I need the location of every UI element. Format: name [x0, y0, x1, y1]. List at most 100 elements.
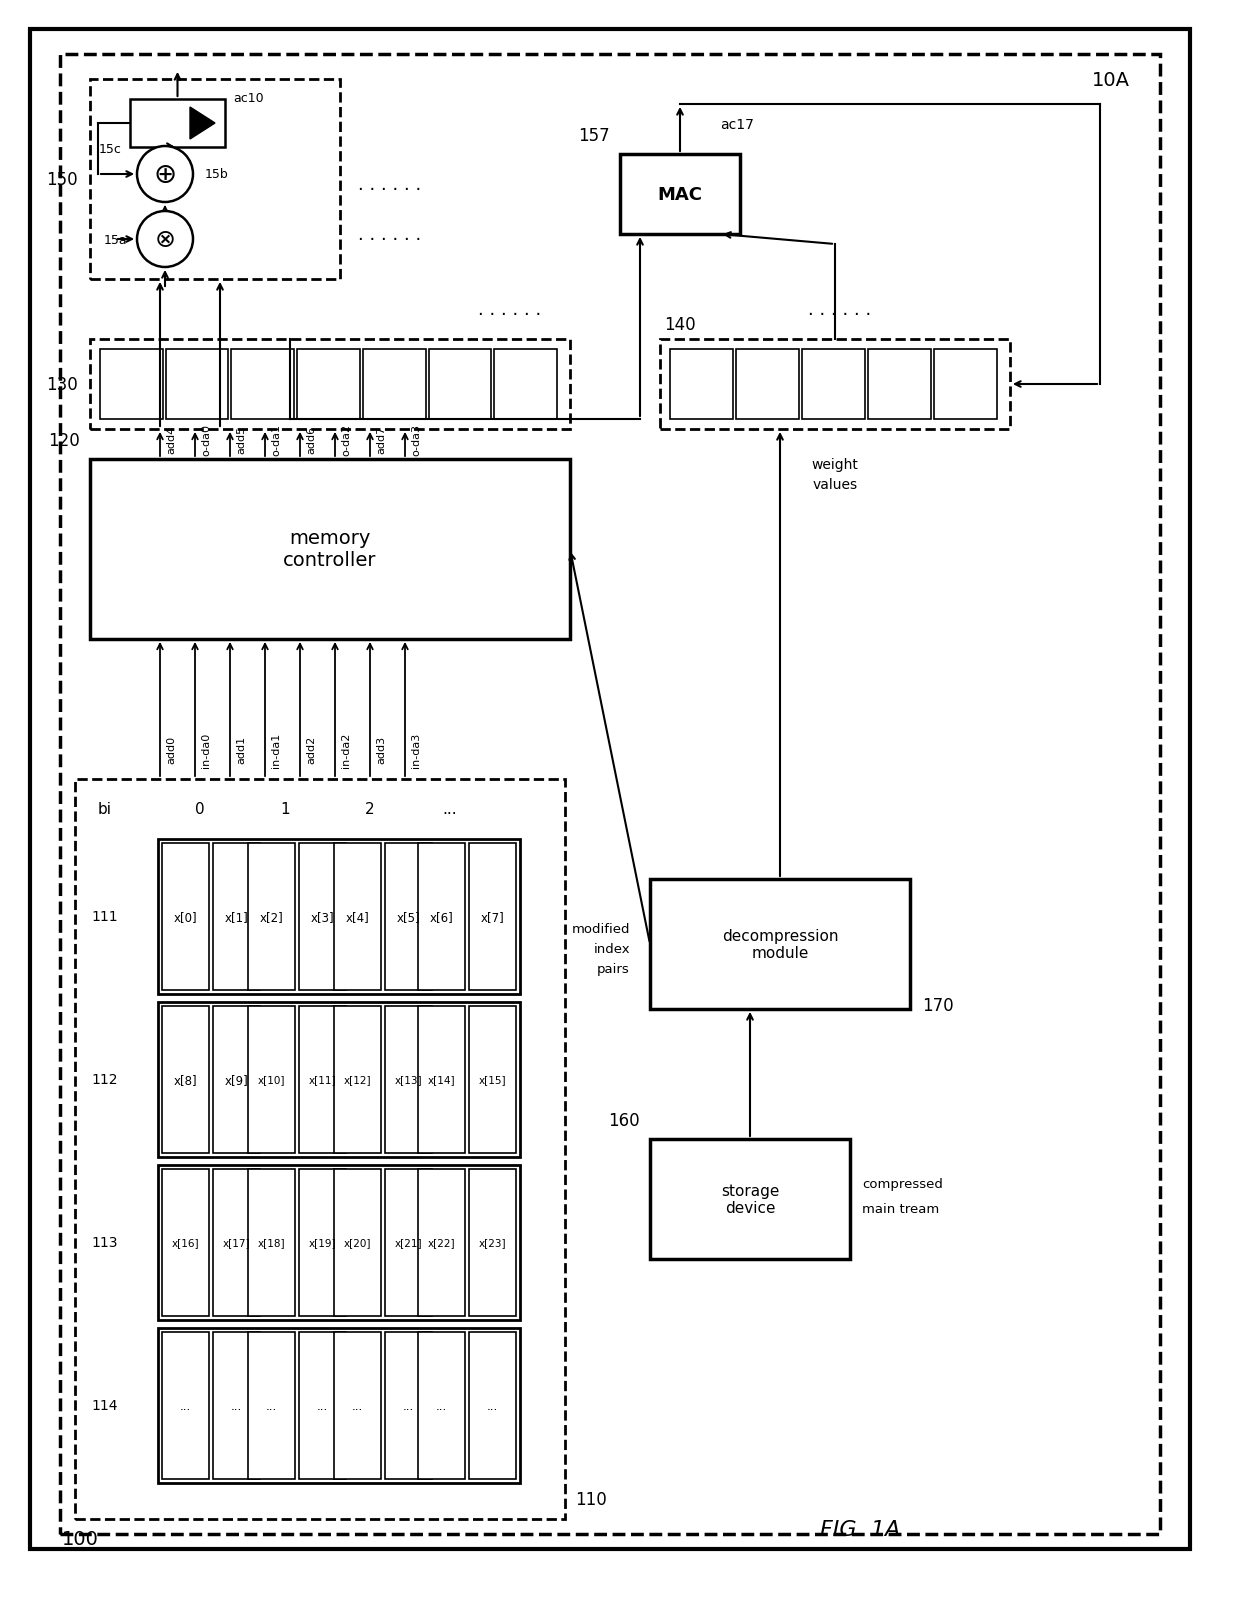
- Bar: [299, 1006, 346, 1154]
- Text: 15b: 15b: [205, 169, 228, 181]
- Bar: [162, 1006, 210, 1154]
- Bar: [334, 844, 381, 990]
- Bar: [418, 1170, 465, 1316]
- Bar: [91, 80, 340, 279]
- Text: x[22]: x[22]: [428, 1237, 455, 1247]
- Text: 111: 111: [92, 910, 118, 924]
- Text: ...: ...: [265, 1400, 277, 1412]
- Bar: [74, 780, 565, 1518]
- Text: in-da0: in-da0: [201, 732, 211, 767]
- Text: add1: add1: [236, 735, 246, 764]
- Bar: [384, 844, 432, 990]
- Text: ...: ...: [352, 1400, 363, 1412]
- Bar: [248, 1332, 295, 1480]
- Text: ...: ...: [317, 1400, 329, 1412]
- Bar: [162, 844, 210, 990]
- Bar: [650, 1140, 849, 1260]
- Text: 0: 0: [195, 802, 205, 817]
- Text: memory
controller: memory controller: [283, 530, 377, 570]
- Text: ...: ...: [231, 1400, 242, 1412]
- Bar: [418, 1332, 465, 1480]
- Text: 150: 150: [46, 170, 78, 189]
- Text: x[2]: x[2]: [259, 910, 284, 923]
- Bar: [429, 350, 491, 421]
- Bar: [384, 1332, 432, 1480]
- Text: in-da2: in-da2: [341, 732, 351, 767]
- Bar: [213, 1170, 260, 1316]
- Bar: [802, 350, 866, 421]
- Bar: [91, 340, 570, 430]
- Text: x[10]: x[10]: [258, 1075, 285, 1085]
- Bar: [334, 1332, 381, 1480]
- Bar: [334, 1006, 381, 1154]
- Bar: [620, 156, 740, 234]
- Text: add4: add4: [166, 425, 176, 454]
- Text: x[12]: x[12]: [343, 1075, 371, 1085]
- Bar: [248, 1006, 295, 1154]
- Circle shape: [136, 212, 193, 268]
- Text: x[5]: x[5]: [397, 910, 420, 923]
- Bar: [162, 1332, 210, 1480]
- Bar: [248, 1170, 295, 1316]
- Text: add7: add7: [376, 425, 386, 454]
- Text: in-da1: in-da1: [272, 732, 281, 767]
- Text: main tream: main tream: [862, 1202, 939, 1215]
- Text: . . . . . .: . . . . . .: [808, 300, 872, 319]
- Bar: [469, 1332, 516, 1480]
- Text: 100: 100: [62, 1530, 98, 1549]
- Bar: [248, 844, 295, 990]
- Text: MAC: MAC: [657, 186, 703, 204]
- Text: x[20]: x[20]: [343, 1237, 371, 1247]
- Bar: [213, 1006, 260, 1154]
- Text: x[0]: x[0]: [174, 910, 197, 923]
- Text: ac17: ac17: [720, 117, 754, 132]
- Bar: [384, 1006, 432, 1154]
- Text: 1: 1: [280, 802, 290, 817]
- Text: x[21]: x[21]: [394, 1237, 423, 1247]
- Bar: [418, 844, 465, 990]
- Text: ...: ...: [487, 1400, 498, 1412]
- Text: in-da3: in-da3: [410, 732, 422, 767]
- Text: x[1]: x[1]: [224, 910, 248, 923]
- Text: . . . . . .: . . . . . .: [358, 177, 422, 194]
- Text: add3: add3: [376, 735, 386, 764]
- Text: pairs: pairs: [598, 963, 630, 976]
- Bar: [157, 1003, 520, 1157]
- Text: add2: add2: [306, 735, 316, 764]
- Text: FIG. 1A: FIG. 1A: [820, 1518, 900, 1539]
- Text: o-da3: o-da3: [410, 424, 422, 456]
- Text: x[9]: x[9]: [224, 1074, 248, 1087]
- Text: x[8]: x[8]: [174, 1074, 197, 1087]
- Bar: [91, 459, 570, 640]
- Bar: [469, 1006, 516, 1154]
- Text: x[17]: x[17]: [223, 1237, 250, 1247]
- Bar: [213, 1332, 260, 1480]
- Text: x[15]: x[15]: [479, 1075, 506, 1085]
- Bar: [130, 100, 224, 148]
- Text: 10A: 10A: [1092, 71, 1130, 90]
- Bar: [384, 1170, 432, 1316]
- Text: ...: ...: [443, 802, 458, 817]
- Bar: [298, 350, 360, 421]
- Text: x[6]: x[6]: [429, 910, 454, 923]
- Bar: [670, 350, 733, 421]
- Text: 160: 160: [609, 1111, 640, 1130]
- Text: x[16]: x[16]: [171, 1237, 200, 1247]
- Bar: [737, 350, 799, 421]
- Bar: [934, 350, 997, 421]
- Text: x[14]: x[14]: [428, 1075, 455, 1085]
- Text: 114: 114: [92, 1398, 118, 1412]
- Text: o-da1: o-da1: [272, 424, 281, 456]
- Bar: [100, 350, 162, 421]
- Text: x[13]: x[13]: [394, 1075, 423, 1085]
- Text: weight: weight: [811, 457, 858, 472]
- Text: . . . . . .: . . . . . .: [358, 226, 422, 244]
- Text: 2: 2: [366, 802, 374, 817]
- Text: 15a: 15a: [103, 233, 126, 246]
- Text: ...: ...: [436, 1400, 448, 1412]
- Polygon shape: [190, 108, 215, 140]
- Bar: [232, 350, 294, 421]
- Text: 170: 170: [923, 997, 954, 1014]
- Circle shape: [136, 148, 193, 202]
- Text: x[3]: x[3]: [311, 910, 335, 923]
